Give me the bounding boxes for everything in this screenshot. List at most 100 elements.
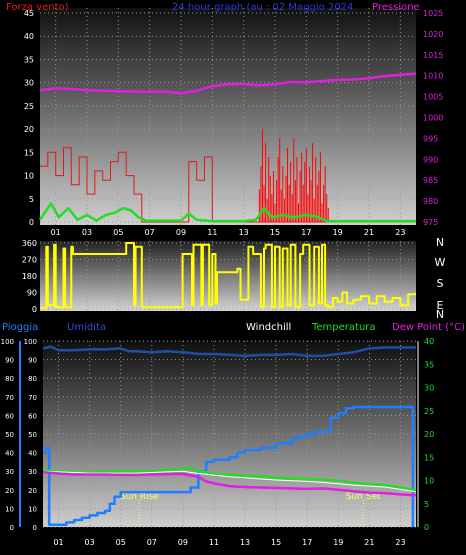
temperature-y-tick: 30 (424, 384, 434, 393)
rain-y-tick: 70 (28, 394, 37, 402)
temperature-y-ticks: 0 5 10 15 20 25 30 35 40 (417, 337, 434, 532)
rain-y-tick: 80 (28, 375, 37, 383)
pressure-line (39, 72, 417, 95)
humidity-y-tick: 60 (5, 412, 14, 420)
direction-series (40, 242, 416, 310)
wind-y-tick: 0 (29, 218, 34, 227)
temperature-line (42, 466, 417, 492)
wind-x-tick: 17 (301, 228, 311, 237)
direction-grid (40, 241, 416, 311)
humidity-y-tick: 30 (5, 468, 14, 476)
direction-y-tick: 180 (22, 272, 37, 281)
temperature-y-tick: 40 (424, 337, 434, 346)
sun-marker-label: Sun Rise (120, 492, 159, 502)
humidity-y-tick: 10 (5, 505, 14, 513)
wind-y-tick: 20 (24, 125, 34, 134)
wind-x-ticks: 01 03 05 07 09 11 13 15 17 19 21 23 (51, 228, 406, 237)
wind-y-tick: 45 (24, 9, 34, 18)
dewpoint-line (42, 470, 417, 497)
humidity-y-tick: 100 (1, 338, 14, 346)
wind-x-tick: 07 (145, 228, 155, 237)
rain-label: Pioggia (2, 322, 38, 333)
pressure-y-tick: 1015 (423, 51, 443, 60)
rain-y-tick: 10 (28, 505, 37, 513)
wind-y-ticks: 0 5 10 15 20 25 30 35 40 45 (24, 9, 34, 227)
humidity-y-tick: 20 (5, 487, 14, 495)
rain-y-tick: 0 (33, 524, 37, 532)
wind-y-tick: 30 (24, 79, 34, 88)
temperature-label: Temperatura (311, 322, 376, 333)
wind-x-tick: 01 (51, 228, 61, 237)
humidity-label: Umidita (67, 322, 106, 333)
pressure-y-tick: 1005 (423, 93, 443, 102)
rain-y-tick: 40 (28, 450, 37, 458)
compass-label: N (436, 308, 444, 321)
sun-annotations: Sun Rise Sun Set (120, 492, 381, 527)
temperature-y-tick: 25 (424, 407, 434, 416)
rain-temp-x-tick: 05 (116, 538, 126, 547)
pressure-y-tick: 990 (423, 155, 438, 164)
wind-x-tick: 19 (333, 228, 343, 237)
dewpoint-label: Dew Point (°C) (392, 322, 465, 333)
humidity-y-tick: 40 (5, 450, 14, 458)
rain-y-ticks: 0 10 20 30 40 50 60 70 80 90 100 0 10 20 30 40 50 60 70 80 9… (1, 338, 37, 532)
pressure-y-ticks: 975 980 985 990 995 1000 1005 1010 1015 1020 1025 (423, 9, 443, 227)
rain-temp-x-tick: 03 (85, 538, 95, 547)
rain-temp-x-tick: 07 (147, 538, 157, 547)
rain-y-tick: 100 (24, 338, 37, 346)
chart-title: 24 hour graph (au : 02 Maggio 2024 (172, 2, 353, 13)
humidity-line (42, 345, 416, 358)
wind-x-tick: 13 (239, 228, 249, 237)
pressure-y-tick: 980 (423, 197, 438, 206)
pressure-y-tick: 1010 (423, 72, 443, 81)
wind-x-tick: 03 (82, 228, 92, 237)
humidity-y-tick: 80 (5, 375, 14, 383)
temperature-y-tick: 10 (424, 477, 434, 486)
rain-temp-x-ticks: 01 03 05 07 09 11 13 15 17 19 21 23 (53, 538, 405, 547)
wind-y-tick: 25 (24, 102, 34, 111)
compass-label: W (435, 256, 446, 269)
rain-temp-x-tick: 15 (271, 538, 281, 547)
temperature-y-tick: 5 (424, 500, 429, 509)
humidity-y-tick: 90 (5, 357, 14, 365)
pressure-y-tick: 1025 (423, 9, 443, 18)
wind-pressure-series (38, 72, 417, 223)
windchill-label: Windchill (246, 322, 291, 333)
rain-y-tick: 50 (28, 431, 37, 439)
wind-x-tick: 23 (395, 228, 405, 237)
wind-direction-line (40, 242, 416, 310)
wind-axis-label: Forza vento) (6, 2, 69, 13)
temperature-y-tick: 0 (424, 523, 429, 532)
rain-temp-x-tick: 19 (333, 538, 343, 547)
rain-line (43, 405, 415, 527)
wind-y-tick: 15 (24, 148, 34, 157)
windchill-line (42, 470, 417, 493)
humidity-y-tick: 50 (5, 431, 14, 439)
sun-marker-label: Sun Set (346, 492, 381, 502)
temperature-y-tick: 15 (424, 453, 434, 462)
rain-y-tick: 60 (28, 412, 37, 420)
wind-x-tick: 05 (113, 228, 123, 237)
direction-y-tick: 90 (27, 289, 37, 298)
wind-chart-area (40, 8, 416, 225)
temperature-y-tick: 20 (424, 430, 434, 439)
wind-y-tick: 5 (29, 195, 34, 204)
rain-temp-x-tick: 01 (53, 538, 63, 547)
rain-y-tick: 90 (28, 357, 37, 365)
humidity-y-tick: 0 (10, 524, 14, 532)
rain-y-tick: 30 (28, 468, 37, 476)
humidity-y-tick: 70 (5, 394, 14, 402)
wind-y-tick: 40 (24, 32, 34, 41)
pressure-y-tick: 995 (423, 134, 438, 143)
wind-x-tick: 21 (364, 228, 374, 237)
temperature-y-tick: 35 (424, 360, 434, 369)
wind-average-line (38, 202, 416, 223)
compass-label: S (437, 277, 444, 290)
rain-temp-x-tick: 21 (364, 538, 374, 547)
wind-y-tick: 10 (24, 172, 34, 181)
pressure-y-tick: 975 (423, 218, 438, 227)
direction-y-ticks: 0 90 180 270 360 (22, 239, 37, 314)
rain-y-tick: 20 (28, 487, 37, 495)
